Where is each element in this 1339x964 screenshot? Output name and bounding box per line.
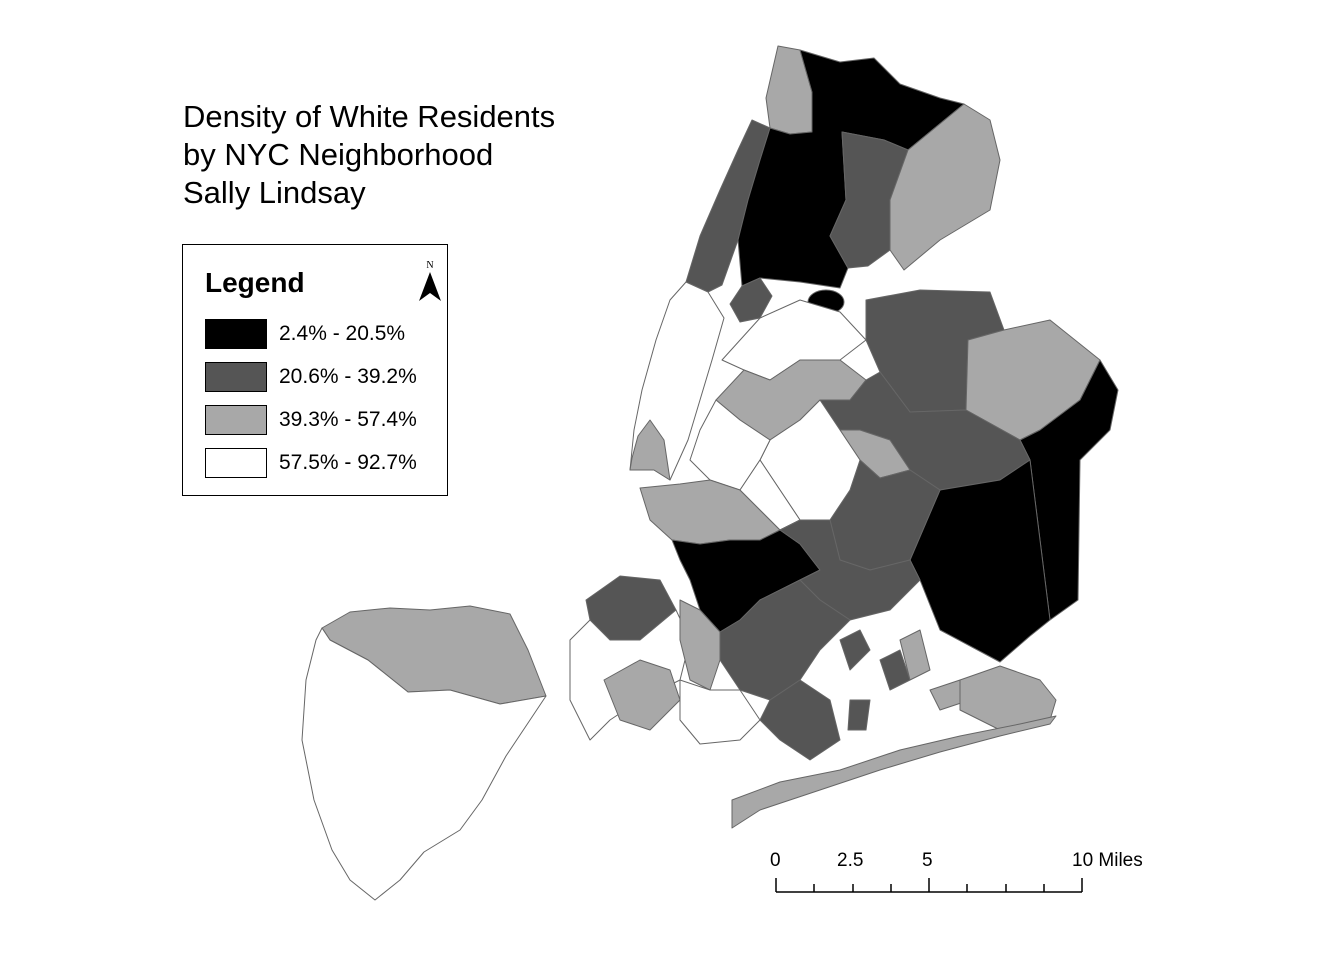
- map-title-line-2: by NYC Neighborhood: [183, 137, 494, 172]
- region-bronx-black: [737, 49, 965, 289]
- map-author: Sally Lindsay: [183, 175, 366, 210]
- legend-swatch-class-2: [205, 362, 267, 392]
- legend-swatch-class-4: [205, 448, 267, 478]
- region-staten-island-south: [301, 627, 547, 901]
- north-label: N: [426, 260, 433, 271]
- region-bay-island-3: [847, 699, 871, 731]
- region-rockaway-east: [959, 665, 1057, 731]
- legend-label-class-1: 2.4% - 20.5%: [279, 322, 406, 345]
- region-bay-island-4: [899, 629, 931, 681]
- scale-label-2-5: 2.5: [837, 850, 864, 871]
- legend-label-class-2: 20.6% - 39.2%: [279, 365, 417, 388]
- legend-title: Legend: [205, 267, 305, 298]
- legend-swatch-class-3: [205, 405, 267, 435]
- region-brooklyn-south-white: [679, 679, 761, 745]
- map-title-line-1: Density of White Residents: [183, 99, 556, 134]
- scale-label-5: 5: [922, 850, 933, 871]
- region-bay-island-1: [839, 629, 871, 671]
- scale-bar-ruler: [775, 878, 1083, 893]
- north-arrow-icon: N: [419, 260, 441, 301]
- region-lower-manhattan: [629, 419, 671, 481]
- region-brooklyn-mid-light: [679, 599, 721, 691]
- region-brooklyn-south: [759, 679, 841, 761]
- region-rockaway-peninsula: [731, 715, 1057, 829]
- region-bronx-gray: [829, 131, 909, 269]
- region-bronx-east: [889, 103, 1001, 271]
- scale-bar: 0 2.5 5 10 Miles: [760, 850, 1160, 910]
- scale-label-10-miles: 10 Miles: [1072, 850, 1143, 871]
- legend-box: Legend N 2.4% - 20.5% 20.6% - 39.2% 39.3…: [182, 244, 448, 496]
- legend-label-class-4: 57.5% - 92.7%: [279, 451, 417, 474]
- legend-label-class-3: 39.3% - 57.4%: [279, 408, 417, 431]
- legend-swatch-class-1: [205, 319, 267, 349]
- scale-label-0: 0: [770, 850, 781, 871]
